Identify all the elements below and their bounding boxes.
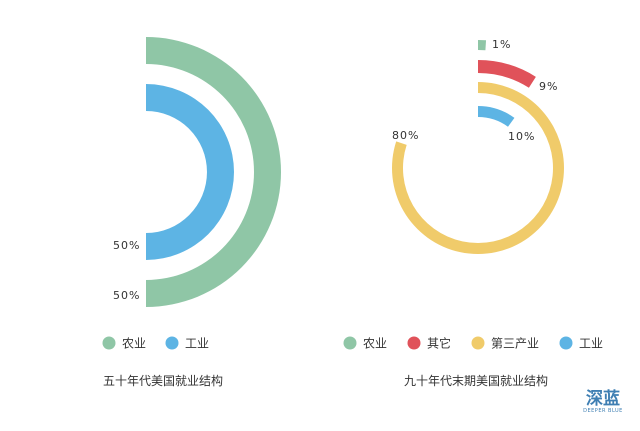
legend-1990s: 农业 其它 第三产业 工业 [343,336,603,351]
chart-late-1990s: 1% 9% 80% 10% 农业 其它 第三产业 工业 九十年代末期美国就业结构 [343,38,603,388]
arc-industry-1990s [478,106,515,127]
legend-swatch-agriculture [102,336,116,350]
arc-agriculture-1950s [146,37,281,307]
value-label-tertiary-1990s: 80% [392,129,419,142]
value-label-industry-1950s: 50% [113,239,140,252]
legend-label-industry: 工业 [185,337,209,351]
legend-label-industry-r: 工业 [579,337,603,351]
legend-swatch-other [407,336,421,350]
legend-1950s: 农业 工业 [102,336,209,351]
arc-industry-1950s [146,84,234,260]
legend-swatch-tertiary [471,336,485,350]
watermark-text-cn: 深蓝 [586,388,620,409]
watermark-text-en: DEEPER BLUE [583,408,623,414]
value-label-industry-1990s: 10% [508,130,535,143]
value-label-agriculture-1990s: 1% [492,38,511,51]
caption-1990s: 九十年代末期美国就业结构 [404,373,548,388]
value-label-agriculture-1950s: 50% [113,289,140,302]
legend-swatch-industry-r [559,336,573,350]
value-label-other-1990s: 9% [539,80,558,93]
legend-label-agriculture-r: 农业 [363,337,387,351]
chart-1950s: 50% 50% 农业 工业 五十年代美国就业结构 [102,37,281,388]
arc-agriculture-1990s [478,40,487,51]
legend-label-tertiary: 第三产业 [491,337,539,351]
caption-1950s: 五十年代美国就业结构 [103,373,223,388]
legend-swatch-agriculture-r [343,336,357,350]
legend-label-agriculture: 农业 [122,337,146,351]
legend-swatch-industry [165,336,179,350]
watermark-logo: 深蓝 DEEPER BLUE [583,388,623,414]
legend-label-other: 其它 [427,336,451,351]
arc-other-1990s [478,60,536,88]
